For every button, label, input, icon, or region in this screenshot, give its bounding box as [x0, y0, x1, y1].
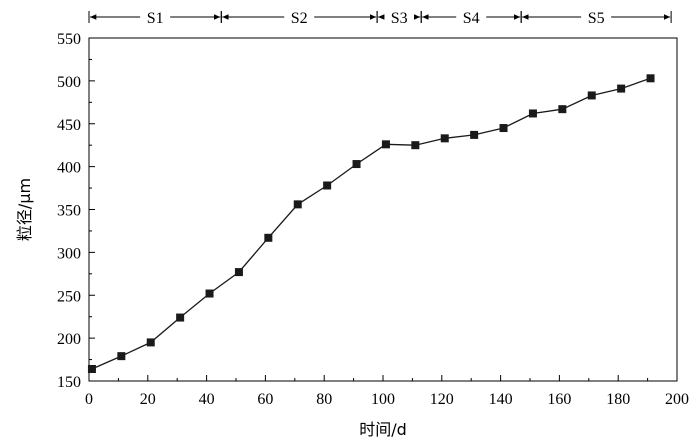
- y-tick-label: 150: [57, 374, 81, 391]
- stage-label: S1: [147, 10, 164, 27]
- data-point: [323, 181, 332, 190]
- y-tick-label: 250: [57, 288, 81, 305]
- y-tick-label: 200: [57, 331, 81, 348]
- y-tick-label: 300: [57, 245, 81, 262]
- y-tick-label: 550: [57, 31, 81, 48]
- y-axis-label: 粒径/μm: [15, 178, 34, 241]
- stage-annotations: S1 S2 S3 S4 S5: [88, 10, 672, 27]
- x-tick-label: 40: [199, 391, 215, 408]
- data-series: [87, 74, 655, 373]
- y-tick-label: 350: [57, 203, 81, 220]
- x-tick-label: 140: [489, 391, 513, 408]
- data-point: [176, 313, 185, 322]
- stage-label: S2: [291, 10, 308, 27]
- x-tick-label: 20: [140, 391, 156, 408]
- x-axis-label: 时间/d: [359, 420, 407, 439]
- data-point: [470, 130, 479, 139]
- x-tick-label: 0: [85, 391, 93, 408]
- x-tick-label: 60: [257, 391, 273, 408]
- x-tick-label: 120: [430, 391, 454, 408]
- axis-ticks: [88, 37, 678, 382]
- x-tick-label: 100: [371, 391, 395, 408]
- data-point: [499, 124, 508, 133]
- data-point: [617, 84, 626, 93]
- data-point: [293, 200, 302, 209]
- data-point: [117, 352, 126, 361]
- data-point: [264, 233, 273, 242]
- data-point: [234, 268, 243, 277]
- data-point: [87, 364, 96, 373]
- series-line: [91, 77, 651, 370]
- y-tick-label: 450: [57, 117, 81, 134]
- data-point: [558, 105, 567, 114]
- data-point: [528, 109, 537, 118]
- axis-tick-labels: 0 20 40 60 80 100 120 140 160 180 200 150 200 250 300 3…: [57, 31, 689, 408]
- plot-frame: [88, 37, 678, 382]
- stage-label: S3: [391, 10, 408, 27]
- data-point: [352, 160, 361, 169]
- data-point: [205, 289, 214, 298]
- data-point: [411, 141, 420, 150]
- y-tick-label: 400: [57, 160, 81, 177]
- data-point: [646, 74, 655, 83]
- data-point: [440, 134, 449, 143]
- y-tick-label: 500: [57, 74, 81, 91]
- stage-label: S5: [588, 10, 605, 27]
- x-tick-label: 180: [606, 391, 630, 408]
- data-point: [381, 140, 390, 149]
- stage-label: S4: [463, 10, 480, 27]
- x-tick-label: 160: [547, 391, 571, 408]
- x-tick-label: 80: [316, 391, 332, 408]
- data-point: [146, 338, 155, 347]
- data-point: [587, 91, 596, 100]
- x-tick-label: 200: [665, 391, 689, 408]
